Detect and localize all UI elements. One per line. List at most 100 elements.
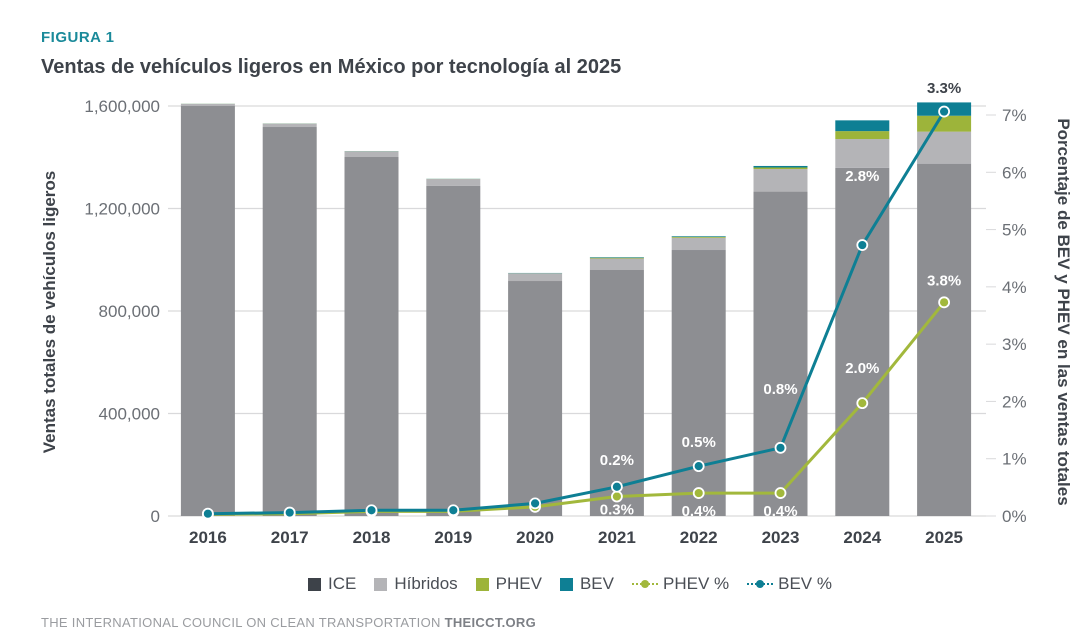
annotation-phev-2023: 0.4% xyxy=(763,503,797,520)
legend-item-phev: PHEV xyxy=(475,574,542,594)
left-tick-label: 1,600,000 xyxy=(84,97,160,116)
right-tick-label: 2% xyxy=(1002,392,1027,411)
x-axis-ticks: 2016 2017 2018 2019 2020 2021 2022 2023 2024 2025 xyxy=(189,528,963,547)
point-bev-2019 xyxy=(447,504,460,517)
legend-label: Híbridos xyxy=(394,574,458,593)
x-tick-label: 2021 xyxy=(598,528,636,547)
annotation-phev-2024: 2.0% xyxy=(845,360,879,377)
right-tick-label: 6% xyxy=(1002,163,1027,182)
bar-bev-2023 xyxy=(753,165,808,168)
legend-item-bev: BEV xyxy=(559,574,614,594)
annotation-phev-2022: 0.4% xyxy=(682,503,716,520)
bar-hbridos-2022 xyxy=(671,237,726,251)
legend-swatch xyxy=(475,577,489,591)
bar-hbridos-2016 xyxy=(180,103,235,106)
annotation-bev-2022: 0.5% xyxy=(682,434,716,451)
legend: ICE Híbridos PHEV BEV PHEV % BEV % xyxy=(308,574,850,594)
legend-item-bev: BEV % xyxy=(747,574,832,594)
bar-bev-2021 xyxy=(589,257,644,258)
point-bev-2021 xyxy=(611,480,623,493)
left-axis-ticks: 0 400,000 800,000 1,200,000 1,600,000 xyxy=(84,97,160,526)
legend-item-phev: PHEV % xyxy=(631,574,730,594)
annotation-bev-2024: 2.8% xyxy=(845,168,879,185)
legend-label: PHEV xyxy=(495,574,542,593)
bar-ice-2020 xyxy=(508,281,563,516)
left-axis-title: Ventas totales de vehículos ligeros xyxy=(40,171,59,454)
point-phev-2021 xyxy=(611,490,623,503)
bar-ice-2017 xyxy=(262,127,317,516)
bar-ice-2023 xyxy=(753,191,808,516)
line-bev-percent xyxy=(207,110,946,516)
right-tick-label: 1% xyxy=(1002,450,1027,469)
x-tick-label: 2016 xyxy=(189,528,227,547)
point-bev-2018 xyxy=(365,504,378,517)
legend-label: ICE xyxy=(328,574,357,593)
x-tick-label: 2025 xyxy=(925,528,963,547)
left-tick-label: 800,000 xyxy=(99,302,160,321)
bar-phev-2025 xyxy=(917,115,972,132)
bar-ice-2025 xyxy=(917,163,972,516)
left-tick-label: 400,000 xyxy=(99,405,160,424)
annotation-phev-2021: 0.3% xyxy=(600,502,634,519)
point-phev-2024 xyxy=(856,397,869,410)
figure-label: FIGURA 1 xyxy=(41,29,115,46)
legend-label: PHEV % xyxy=(662,574,730,593)
bar-hbridos-2024 xyxy=(835,139,890,168)
bar-bev-2022 xyxy=(671,236,726,237)
legend-label: BEV xyxy=(579,574,614,593)
bar-hbridos-2018 xyxy=(344,151,399,157)
left-tick-label: 1,200,000 xyxy=(84,200,160,219)
bar-ice-2018 xyxy=(344,156,399,516)
left-tick-label: 0 xyxy=(151,507,160,526)
right-tick-label: 0% xyxy=(1002,507,1027,526)
figure-title: Ventas de vehículos ligeros en México po… xyxy=(41,56,622,78)
annotation-bev-2021: 0.2% xyxy=(600,452,634,469)
footer-org: THE INTERNATIONAL COUNCIL ON CLEAN TRANS… xyxy=(41,615,441,630)
annotations: 0.2% 0.3% 0.5% 0.4% 0.8% 0.4% 2.8% 2.0% 3.3% 3.8% xyxy=(600,80,961,520)
legend-swatch xyxy=(308,577,321,591)
point-phev-2022 xyxy=(692,487,705,499)
annotation-bev-2025: 3.3% xyxy=(927,80,961,97)
bar-hbridos-2025 xyxy=(917,131,972,164)
bar-hbridos-2021 xyxy=(589,258,644,270)
bar-ice-2022 xyxy=(671,250,726,516)
point-bev-2024 xyxy=(856,239,869,251)
x-tick-label: 2022 xyxy=(680,528,718,547)
bar-hbridos-2020 xyxy=(508,273,563,282)
bar-hbridos-2023 xyxy=(753,169,808,192)
point-bev-2023 xyxy=(774,441,787,454)
bar-ice-2019 xyxy=(426,185,481,516)
right-tick-label: 7% xyxy=(1002,106,1027,125)
right-tick-label: 5% xyxy=(1002,221,1027,240)
point-bev-2022 xyxy=(692,460,705,473)
annotation-bev-2023: 0.8% xyxy=(763,381,797,398)
bar-phev-2021 xyxy=(589,257,644,259)
bar-ice-2024 xyxy=(835,167,890,516)
lines xyxy=(201,105,950,521)
right-axis-title: Porcentaje de BEV y PHEV en las ventas t… xyxy=(1054,118,1073,505)
x-tick-label: 2024 xyxy=(843,528,881,547)
x-tick-label: 2019 xyxy=(434,528,472,547)
bar-bev-2024 xyxy=(835,120,890,132)
point-phev-2023 xyxy=(774,487,787,499)
right-axis-ticks: 0% 1% 2% 3% 4% 5% 6% 7% xyxy=(1002,106,1027,526)
legend-item-hbridos: Híbridos xyxy=(374,574,458,594)
right-tick-label: 4% xyxy=(1002,278,1027,297)
bar-phev-2022 xyxy=(671,236,726,238)
point-bev-2017 xyxy=(283,506,296,519)
legend-line-marker-icon xyxy=(747,577,774,591)
annotation-phev-2025: 3.8% xyxy=(927,272,961,289)
x-tick-label: 2023 xyxy=(762,528,800,547)
footer: THE INTERNATIONAL COUNCIL ON CLEAN TRANS… xyxy=(41,615,536,630)
point-bev-2025 xyxy=(938,105,950,118)
legend-line-marker-icon xyxy=(631,577,658,591)
point-bev-2020 xyxy=(529,497,541,510)
bar-ice-2016 xyxy=(180,106,235,516)
bar-phev-2023 xyxy=(753,167,808,170)
x-tick-label: 2017 xyxy=(271,528,309,547)
bar-hbridos-2017 xyxy=(262,123,317,128)
bar-phev-2024 xyxy=(835,131,890,140)
right-tick-label: 3% xyxy=(1002,335,1027,354)
legend-label: BEV % xyxy=(778,574,832,593)
